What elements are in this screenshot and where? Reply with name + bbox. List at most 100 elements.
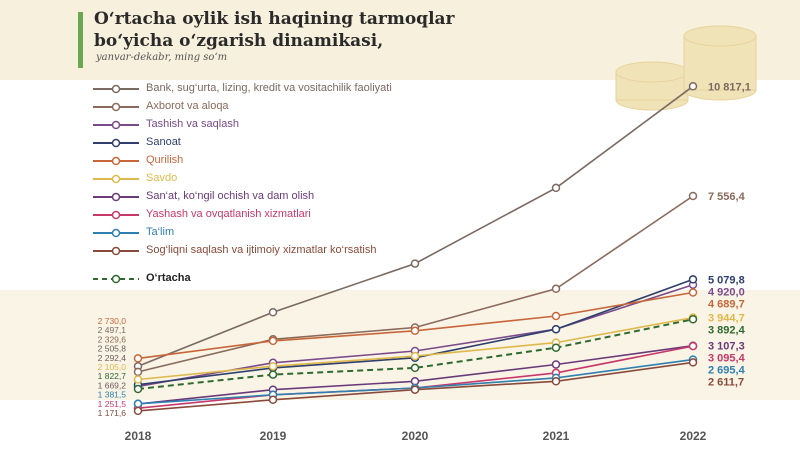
series-line: [137, 195, 694, 373]
end-data-label: 3 095,4: [708, 353, 746, 365]
legend-label: Tashish va saqlash: [146, 118, 239, 130]
start-data-label: 1 171,6: [98, 408, 127, 418]
data-point: [688, 341, 698, 351]
title-line-2: bo‘yicha o‘zgarish dinamikasi,: [94, 31, 384, 51]
x-tick-label: 2019: [260, 429, 287, 443]
legend-label: O‘rtacha: [146, 272, 191, 284]
start-data-label: 2 329,6: [98, 334, 127, 344]
end-data-label: 10 817,1: [708, 81, 751, 93]
legend-label: Yashash va ovqatlanish xizmatlari: [146, 208, 311, 220]
data-point: [551, 343, 561, 352]
data-point: [688, 275, 698, 284]
data-point: [410, 326, 420, 336]
data-point: [268, 370, 278, 379]
end-data-label: 2 611,7: [708, 377, 744, 389]
x-tick-label: 2022: [680, 429, 707, 443]
legend-item: Sog‘liqni saqlash va ijtimoiy xizmatlar …: [92, 242, 552, 270]
data-point: [133, 367, 143, 377]
start-data-label: 2 105,0: [98, 362, 127, 372]
data-point: [688, 82, 698, 91]
end-data-label: 2 695,4: [708, 365, 746, 377]
legend-item: Axborot va aloqa: [92, 98, 552, 116]
start-data-label: 2 730,0: [98, 316, 127, 326]
legend-label: San‘at, ko‘ngil ochish va dam olish: [146, 190, 315, 202]
series-group: [133, 288, 698, 363]
legend-swatch: [93, 246, 139, 256]
legend-item: Bank, sug‘urta, lizing, kredit va vosita…: [92, 80, 552, 98]
legend-label: Bank, sug‘urta, lizing, kredit va vosita…: [146, 82, 392, 94]
data-point: [133, 406, 143, 416]
legend-swatch: [93, 192, 139, 202]
end-data-label: 3 107,3: [708, 341, 745, 353]
series-group: [133, 358, 698, 416]
start-data-label: 1 251,5: [98, 399, 127, 409]
chart-subtitle: yanvar-dekabr, ming so‘m: [96, 52, 228, 63]
data-point: [133, 399, 143, 409]
legend-label: Ta‘lim: [146, 226, 175, 238]
end-data-label: 3 944,7: [708, 313, 745, 325]
data-point: [688, 315, 698, 324]
data-point: [133, 384, 143, 394]
legend-item: Qurilish: [92, 152, 552, 170]
data-point: [410, 385, 420, 394]
start-data-label: 1 381,5: [98, 390, 127, 400]
data-point: [551, 311, 561, 321]
end-data-label: 4 689,7: [708, 298, 745, 310]
data-point: [551, 183, 561, 193]
legend-item: San‘at, ko‘ngil ochish va dam olish: [92, 188, 552, 206]
end-data-label: 4 920,0: [708, 286, 745, 298]
data-point: [551, 324, 561, 334]
start-data-label: 2 292,4: [98, 353, 127, 363]
legend: Bank, sug‘urta, lizing, kredit va vosita…: [92, 80, 552, 288]
data-point: [688, 288, 698, 297]
data-point: [268, 336, 278, 346]
legend-item: Ta‘lim: [92, 224, 552, 242]
x-tick-label: 2021: [543, 429, 570, 443]
data-point: [551, 284, 561, 294]
data-point: [551, 377, 561, 386]
legend-label: Sog‘liqni saqlash va ijtimoiy xizmatlar …: [146, 244, 377, 256]
end-data-label: 3 892,4: [708, 325, 746, 337]
legend-swatch: [93, 210, 139, 220]
legend-swatch: [93, 84, 139, 94]
legend-label: Savdo: [146, 172, 178, 184]
legend-swatch: [93, 138, 139, 148]
data-point: [688, 358, 698, 367]
legend-item: O‘rtacha: [92, 270, 552, 288]
data-point: [133, 375, 143, 384]
end-data-label: 7 556,4: [708, 191, 746, 203]
start-data-label: 2 497,1: [98, 325, 127, 335]
start-data-label: 1 669,2: [98, 380, 127, 390]
legend-item: Sanoat: [92, 134, 552, 152]
legend-swatch: [93, 174, 139, 184]
data-point: [133, 354, 143, 363]
legend-label: Sanoat: [146, 136, 181, 148]
legend-swatch: [93, 120, 139, 130]
series-group: [133, 315, 698, 394]
legend-label: Qurilish: [146, 154, 184, 166]
start-data-label: 2 505,8: [98, 344, 127, 354]
legend-label: Axborot va aloqa: [146, 100, 229, 112]
legend-swatch: [93, 156, 139, 166]
data-point: [551, 360, 561, 369]
series-line: [137, 318, 694, 390]
start-data-label: 1 822,7: [98, 371, 127, 381]
data-point: [410, 351, 420, 361]
data-point: [688, 191, 698, 201]
title-accent-bar: [78, 12, 83, 68]
legend-swatch: [93, 102, 139, 112]
data-point: [268, 308, 278, 317]
chart-title: O‘rtacha oylik ish haqining tarmoqlar bo…: [94, 8, 514, 52]
data-point: [410, 363, 420, 373]
data-point: [410, 259, 420, 268]
legend-item: Tashish va saqlash: [92, 116, 552, 134]
data-point: [268, 361, 278, 371]
end-data-label: 5 079,8: [708, 274, 745, 286]
legend-swatch: [93, 228, 139, 238]
x-tick-label: 2018: [125, 429, 152, 443]
data-point: [268, 395, 278, 405]
legend-swatch: [93, 274, 139, 284]
